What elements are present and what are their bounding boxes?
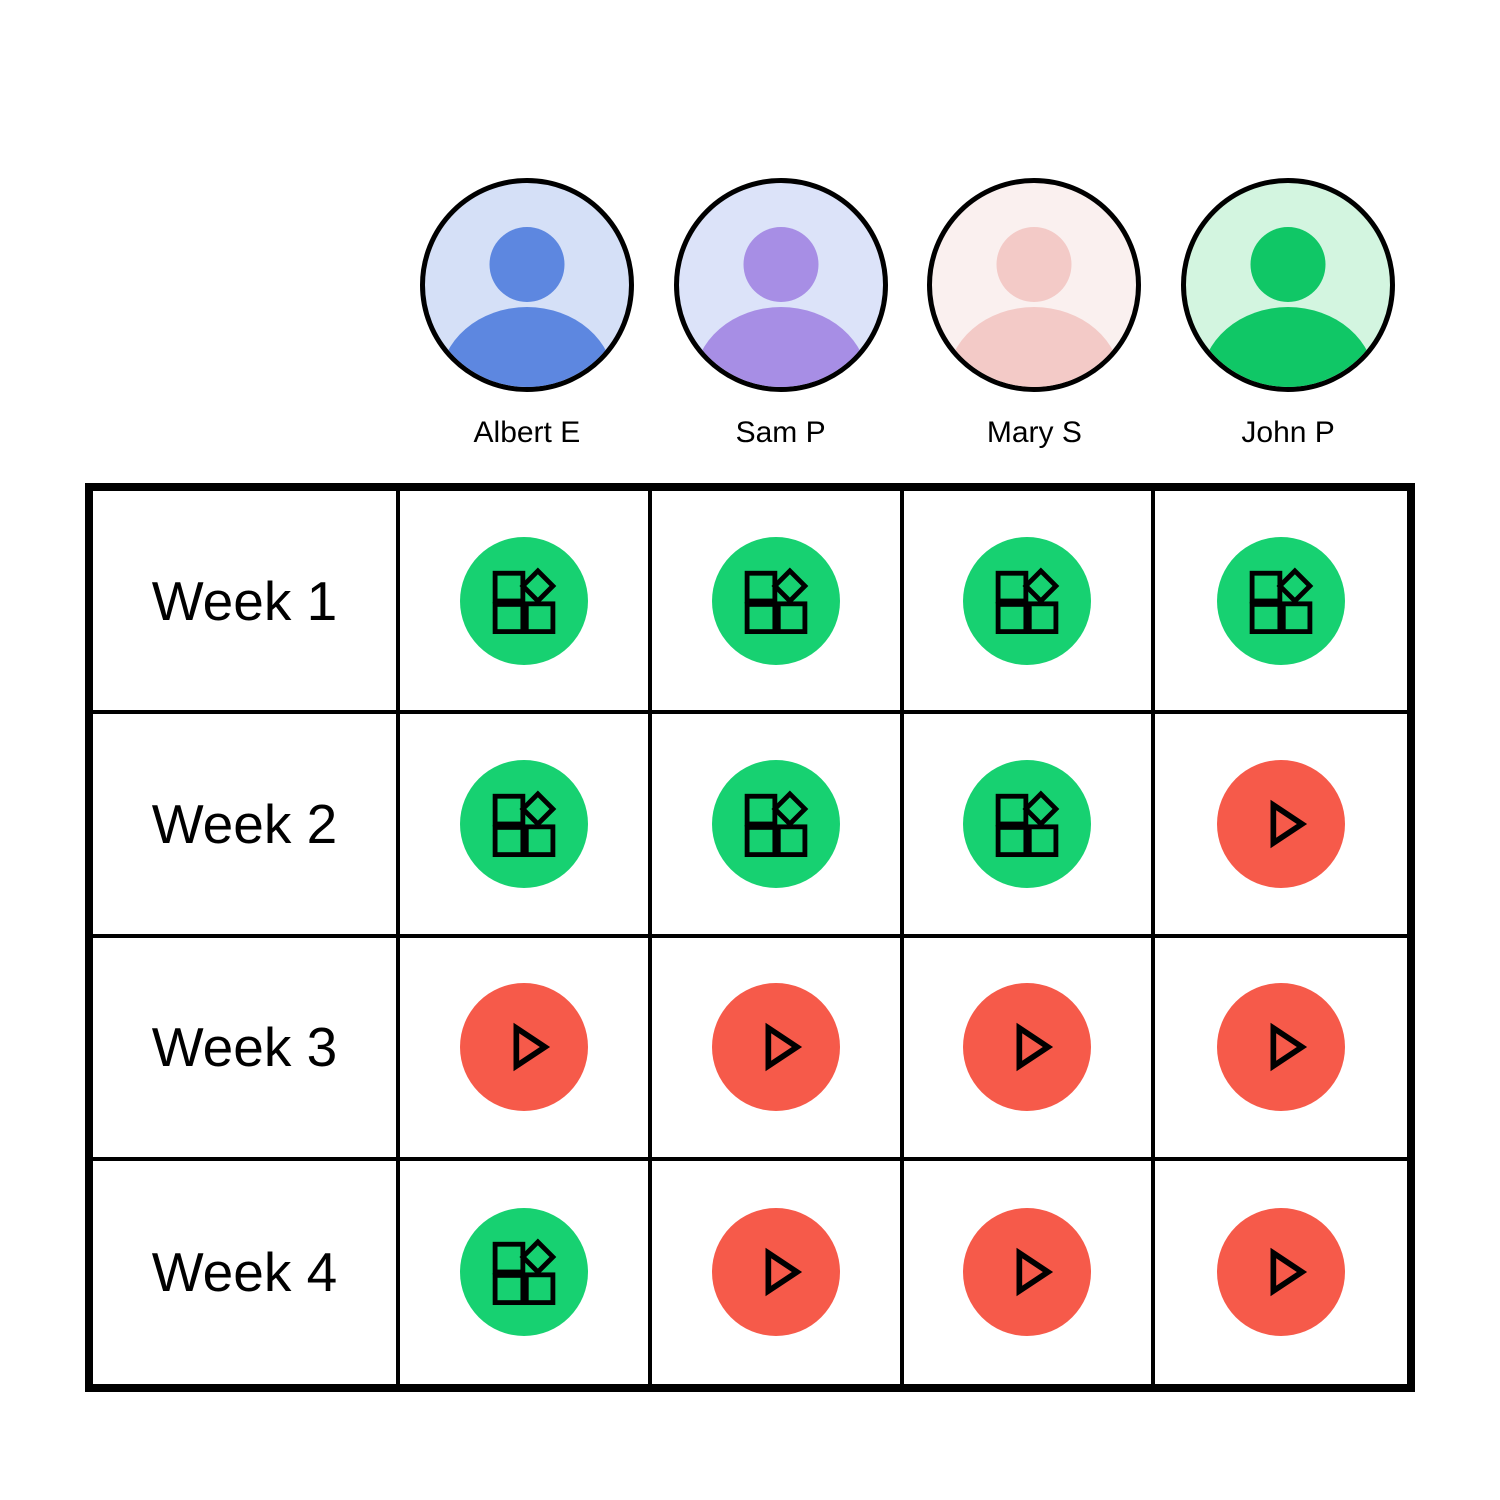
- status-badge-done: [1217, 536, 1346, 665]
- avatar-head-icon: [489, 227, 565, 302]
- play-icon: [1016, 1248, 1054, 1297]
- status-cell-week-1-sam-p: [651, 491, 904, 715]
- week-label-week-1: Week 1: [93, 491, 400, 715]
- avatar-torso-icon: [693, 307, 868, 387]
- avatar-torso-icon: [947, 307, 1122, 387]
- blocks-icon: [492, 567, 557, 634]
- avatar-head-icon: [1250, 227, 1326, 302]
- play-icon: [765, 1248, 802, 1297]
- week-label-week-3: Week 3: [93, 937, 400, 1161]
- person-name: Albert E: [473, 416, 581, 449]
- play-icon: [1270, 799, 1308, 849]
- blocks-icon: [492, 1238, 557, 1306]
- status-cell-week-4-mary-s: [904, 1160, 1156, 1384]
- play-icon: [1270, 1022, 1308, 1072]
- status-badge-in-progress: [711, 1208, 840, 1337]
- status-badge-in-progress: [963, 983, 1092, 1112]
- status-cell-week-1-albert-e: [400, 491, 652, 715]
- status-badge-in-progress: [711, 983, 840, 1112]
- avatar: [1181, 178, 1396, 392]
- play-icon: [1016, 1022, 1054, 1072]
- status-badge-in-progress: [459, 983, 588, 1112]
- status-badge-in-progress: [1217, 983, 1346, 1112]
- status-badge-done: [459, 1208, 588, 1337]
- person-mary-s: Mary S: [908, 178, 1162, 448]
- person-john-p: John P: [1161, 178, 1415, 448]
- status-badge-done: [963, 759, 1092, 888]
- person-name: John P: [1241, 416, 1335, 449]
- status-cell-week-2-john-p: [1155, 714, 1407, 938]
- person-name: Mary S: [986, 416, 1082, 449]
- avatar-torso-icon: [1201, 307, 1376, 387]
- play-icon: [1270, 1248, 1308, 1297]
- avatar: [673, 178, 888, 392]
- weekly-status-table: Week 1 Week 2: [85, 483, 1415, 1392]
- status-cell-week-3-sam-p: [651, 937, 904, 1161]
- status-cell-week-4-albert-e: [400, 1160, 652, 1384]
- avatar-torso-icon: [439, 307, 614, 387]
- blocks-icon: [996, 567, 1060, 634]
- status-cell-week-3-mary-s: [903, 937, 1156, 1161]
- status-cell-week-2-sam-p: [651, 714, 904, 938]
- status-cell-week-4-john-p: [1155, 1161, 1407, 1384]
- blocks-icon: [492, 790, 557, 857]
- play-icon: [765, 1022, 802, 1072]
- person-sam-p: Sam P: [654, 178, 908, 448]
- play-icon: [513, 1022, 550, 1072]
- blocks-icon: [996, 790, 1060, 857]
- status-cell-week-3-albert-e: [400, 937, 652, 1161]
- status-badge-in-progress: [1217, 1208, 1346, 1337]
- status-cell-week-4-sam-p: [652, 1160, 904, 1384]
- status-cell-week-2-albert-e: [400, 714, 652, 938]
- status-cell-week-2-mary-s: [903, 714, 1156, 938]
- blocks-icon: [744, 567, 808, 634]
- status-badge-done: [963, 536, 1092, 665]
- status-badge-done: [711, 759, 840, 888]
- person-name: Sam P: [735, 416, 826, 449]
- week-label-week-2: Week 2: [93, 714, 400, 938]
- week-label-week-4: Week 4: [93, 1160, 400, 1384]
- avatar: [927, 178, 1142, 392]
- avatar-head-icon: [743, 227, 819, 302]
- status-badge-in-progress: [1217, 759, 1346, 888]
- person-albert-e: Albert E: [400, 178, 654, 448]
- avatar: [419, 178, 634, 392]
- people-header: Albert E Sam P Mary S John P: [400, 178, 1415, 448]
- status-cell-week-1-john-p: [1155, 491, 1407, 715]
- status-badge-done: [711, 536, 840, 665]
- blocks-icon: [744, 790, 808, 857]
- blocks-icon: [1249, 567, 1314, 634]
- status-cell-week-1-mary-s: [903, 491, 1156, 715]
- status-cell-week-3-john-p: [1155, 938, 1407, 1161]
- status-badge-done: [459, 536, 588, 665]
- status-badge-in-progress: [963, 1208, 1092, 1337]
- status-badge-done: [459, 759, 588, 888]
- avatar-head-icon: [996, 227, 1072, 302]
